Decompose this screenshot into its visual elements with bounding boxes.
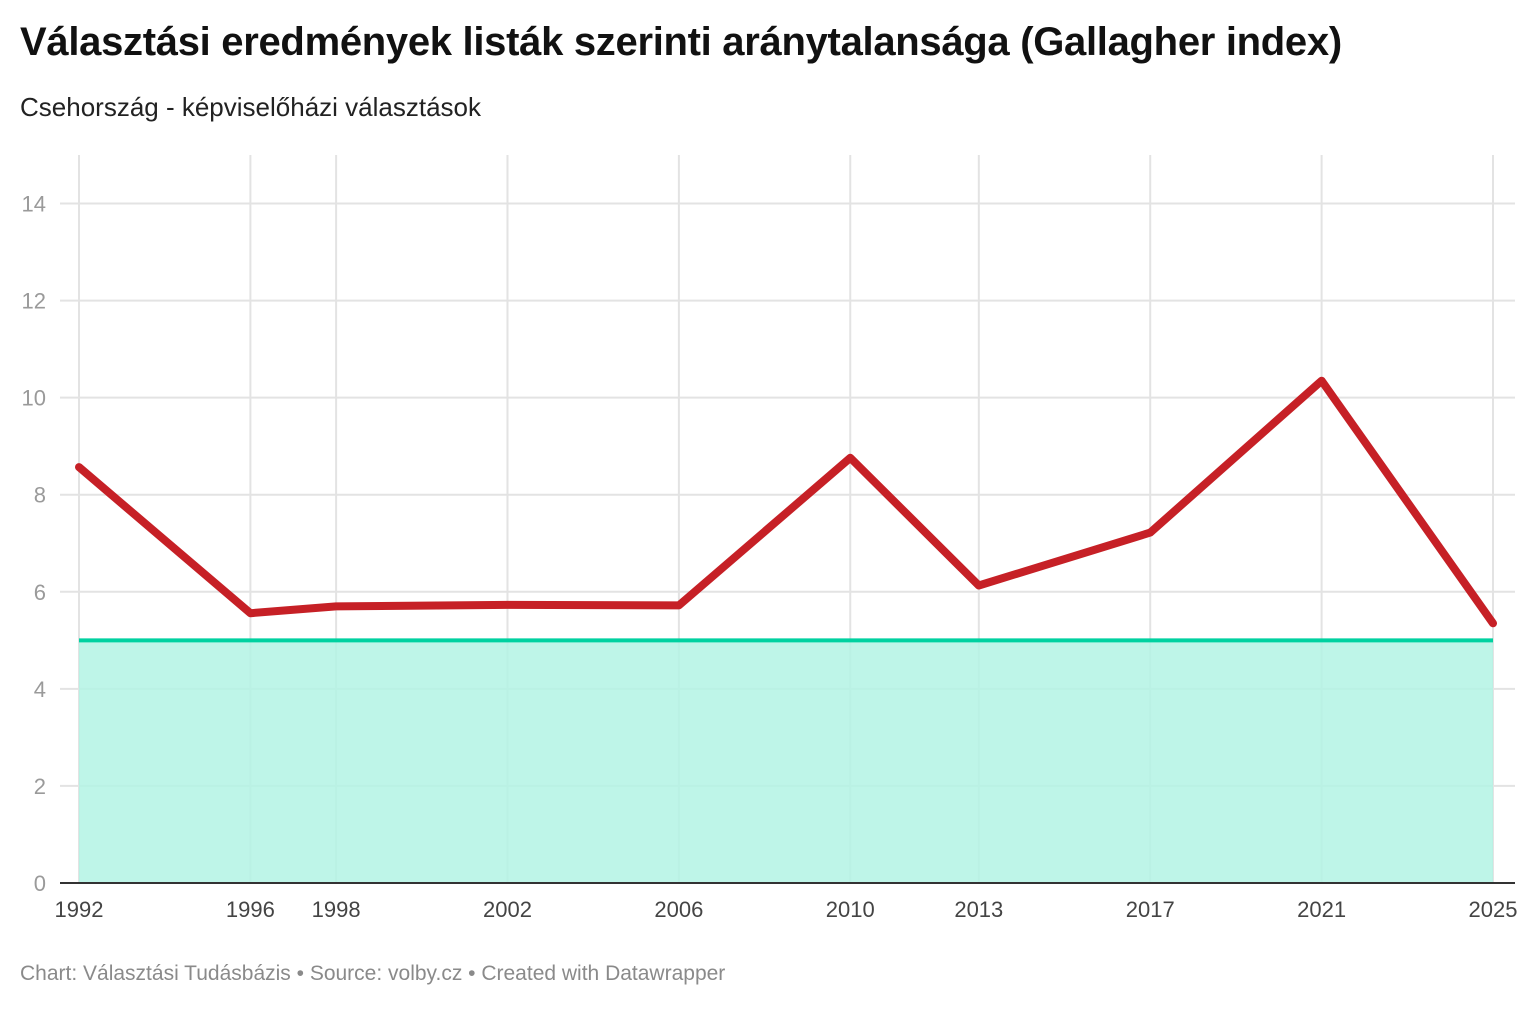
x-tick-label: 2021 [1297, 897, 1346, 922]
x-tick-label: 2002 [483, 897, 532, 922]
chart-title: Választási eredmények listák szerinti ar… [20, 20, 1342, 64]
x-tick-label: 2017 [1126, 897, 1175, 922]
series-line [75, 376, 1497, 628]
x-tick-label: 1996 [226, 897, 275, 922]
y-tick-label: 14 [22, 192, 46, 217]
axis-layer: 0 2 4 6 8 10 12 14 1992 1996 1998 2002 2006 2010 2013 2… [22, 192, 1518, 922]
x-tick-label: 1992 [55, 897, 104, 922]
x-tick-label: 1998 [312, 897, 361, 922]
chart-footer-credit: Chart: Választási Tudásbázis • Source: v… [20, 962, 726, 985]
chart-subtitle: Csehország - képviselőházi választások [20, 92, 481, 122]
x-tick-label: 2010 [826, 897, 875, 922]
x-tick-label: 2013 [954, 897, 1003, 922]
y-tick-label: 10 [22, 386, 46, 411]
y-tick-label: 8 [34, 483, 46, 508]
threshold-area [79, 640, 1493, 883]
y-tick-label: 2 [34, 774, 46, 799]
series-layer [75, 376, 1497, 628]
x-tick-label: 2025 [1469, 897, 1518, 922]
y-tick-label: 12 [22, 289, 46, 314]
threshold-band-layer [79, 638, 1493, 883]
x-tick-label: 2006 [654, 897, 703, 922]
y-tick-label: 0 [34, 871, 46, 896]
y-tick-label: 4 [34, 677, 46, 702]
y-tick-label: 6 [34, 580, 46, 605]
